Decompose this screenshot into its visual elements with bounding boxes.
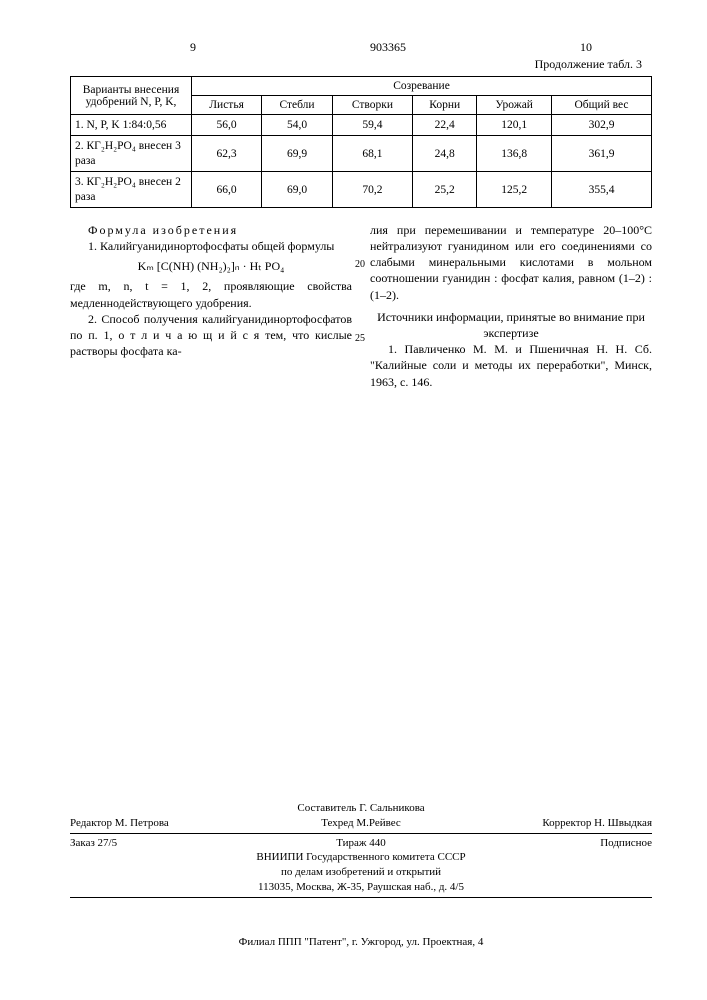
cell: 136,8 <box>477 136 552 172</box>
left-page-num: 9 <box>190 40 196 55</box>
col-h: Стебли <box>262 96 333 115</box>
cell: 54,0 <box>262 115 333 136</box>
col-h: Корни <box>413 96 477 115</box>
cell: 66,0 <box>192 172 262 208</box>
claim-2: 2. Способ получения калийгуанидинортофос… <box>70 311 352 360</box>
page-header: 9 903365 10 <box>70 40 652 55</box>
cell: 22,4 <box>413 115 477 136</box>
doc-number: 903365 <box>370 40 406 55</box>
source-1: 1. Павличенко М. М. и Пшеничная Н. Н. Сб… <box>370 341 652 390</box>
cell: 302,9 <box>552 115 652 136</box>
filial: Филиал ППП "Патент", г. Ужгород, ул. Про… <box>70 935 652 950</box>
results-table: Варианты внесения удобрений N, P, K, Соз… <box>70 76 652 208</box>
imprint-footer: Составитель Г. Сальникова Редактор М. Пе… <box>70 801 652 900</box>
cell: 62,3 <box>192 136 262 172</box>
table-row: 2. КГ₂H₂PO₄ внесен 3 раза 62,3 69,9 68,1… <box>71 136 652 172</box>
chemical-formula: Kₘ [C(NH) (NH₂)₂]ₙ · Hₜ PO₄ <box>70 258 352 274</box>
cell: 69,9 <box>262 136 333 172</box>
cell: 56,0 <box>192 115 262 136</box>
tirazh: Тираж 440 <box>264 836 458 851</box>
cell: 68,1 <box>332 136 412 172</box>
sources-heading: Источники информации, принятые во вниман… <box>370 309 652 341</box>
claim-1a: 1. Калийгуанидинортофосфаты общей формул… <box>70 238 352 254</box>
col-h: Урожай <box>477 96 552 115</box>
table-row: 1. N, P, K 1:84:0,56 56,0 54,0 59,4 22,4… <box>71 115 652 136</box>
cell: 355,4 <box>552 172 652 208</box>
cell: 120,1 <box>477 115 552 136</box>
cell: 24,8 <box>413 136 477 172</box>
row-label: 3. КГ₂H₂PO₄ внесен 2 раза <box>71 172 192 208</box>
cell: 70,2 <box>332 172 412 208</box>
line-num-25: 25 <box>355 332 365 346</box>
org-line1: ВНИИПИ Государственного комитета СССР <box>70 850 652 865</box>
col1-header: Варианты внесения удобрений N, P, K, <box>71 77 192 115</box>
col-h: Общий вес <box>552 96 652 115</box>
editor: Редактор М. Петрова <box>70 816 264 831</box>
body-columns: 20 25 Формула изобретения 1. Калийгуанид… <box>70 222 652 390</box>
row-label: 1. N, P, K 1:84:0,56 <box>71 115 192 136</box>
techred: Техред М.Рейвес <box>264 816 458 831</box>
claim-1b: где m, n, t = 1, 2, проявляющие свойства… <box>70 278 352 310</box>
left-column: Формула изобретения 1. Калийгуанидинорто… <box>70 222 352 390</box>
row-label: 2. КГ₂H₂PO₄ внесен 3 раза <box>71 136 192 172</box>
group-header: Созревание <box>192 77 652 96</box>
col-h: Створки <box>332 96 412 115</box>
claims-heading: Формула изобретения <box>70 222 352 238</box>
right-page-num: 10 <box>580 40 592 55</box>
right-column: лия при перемешивании и температуре 20–1… <box>370 222 652 390</box>
line-num-20: 20 <box>355 258 365 272</box>
table-continuation: Продолжение табл. 3 <box>70 57 642 72</box>
cell: 59,4 <box>332 115 412 136</box>
cell: 25,2 <box>413 172 477 208</box>
podpisnoye: Подписное <box>458 836 652 851</box>
cell: 361,9 <box>552 136 652 172</box>
claim-2-cont: лия при перемешивании и температуре 20–1… <box>370 222 652 303</box>
col-h: Листья <box>192 96 262 115</box>
org-addr: 113035, Москва, Ж-35, Раушская наб., д. … <box>70 880 652 895</box>
cell: 125,2 <box>477 172 552 208</box>
order-num: Заказ 27/5 <box>70 836 264 851</box>
table-row: 3. КГ₂H₂PO₄ внесен 2 раза 66,0 69,0 70,2… <box>71 172 652 208</box>
cell: 69,0 <box>262 172 333 208</box>
org-line2: по делам изобретений и открытий <box>70 865 652 880</box>
corrector: Корректор Н. Швыдкая <box>458 816 652 831</box>
compiler: Составитель Г. Сальникова <box>70 801 652 816</box>
